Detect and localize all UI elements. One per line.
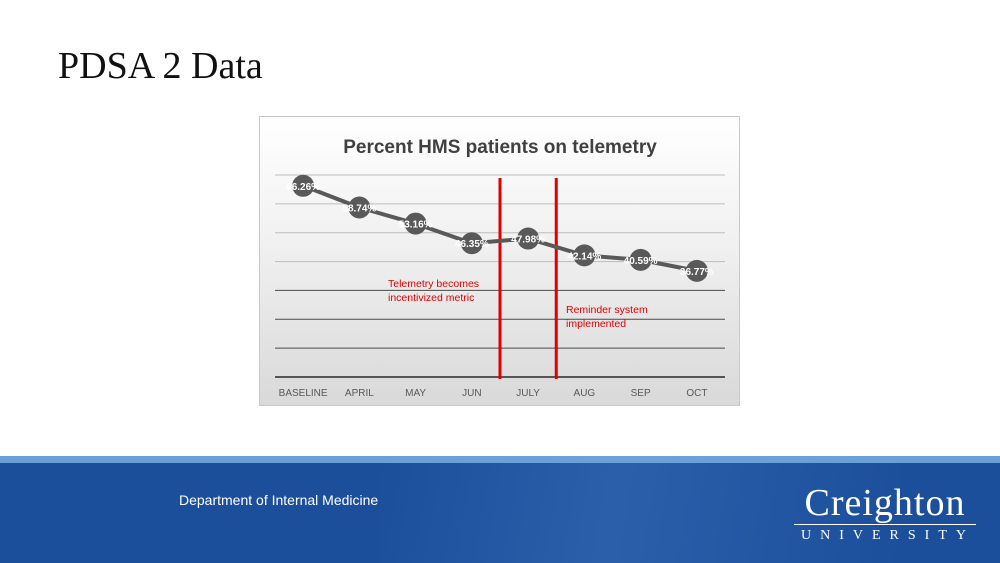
logo-subtitle: UNIVERSITY [801, 528, 975, 543]
data-label: 66.26% [286, 182, 320, 193]
data-label: 36.77% [680, 267, 714, 278]
annotation-text: Telemetry becomes incentivized metric [388, 278, 479, 304]
x-tick-label: BASELINE [279, 388, 328, 399]
x-tick-label: JUN [462, 388, 481, 399]
x-tick-label: MAY [405, 388, 426, 399]
slide-title: PDSA 2 Data [58, 45, 263, 87]
department-name: Department of Internal Medicine [179, 492, 379, 508]
line-chart: Percent HMS patients on telemetry BASELIN… [275, 137, 725, 399]
data-label: 42.14% [567, 251, 601, 262]
creighton-logo: Creighton UNIVERSITY [790, 484, 980, 544]
chart-container: Percent HMS patients on telemetry BASELIN… [259, 116, 740, 406]
data-point [404, 212, 427, 235]
x-tick-label: OCT [686, 388, 707, 399]
chart-title: Percent HMS patients on telemetry [343, 137, 657, 158]
logo-rule [794, 524, 976, 525]
data-point [460, 232, 483, 255]
data-label: 58.74% [342, 203, 376, 214]
x-tick-label: SEP [631, 388, 651, 399]
data-point [517, 227, 540, 250]
x-tick-label: AUG [574, 388, 596, 399]
footer-glow [380, 456, 900, 563]
data-point [292, 174, 315, 197]
x-tick-label: APRIL [345, 388, 374, 399]
data-point [685, 259, 708, 282]
data-label: 40.59% [624, 256, 658, 267]
x-tick-label: JULY [516, 388, 540, 399]
data-label: 46.35% [455, 239, 489, 250]
data-label: 53.16% [399, 220, 433, 231]
logo-wordmark: Creighton [804, 482, 966, 524]
data-point [629, 248, 652, 271]
footer-stripe [0, 456, 1000, 463]
data-point [573, 244, 596, 267]
footer-bar: Department of Internal Medicine Creighto… [0, 456, 1000, 563]
data-point [348, 196, 371, 219]
data-label: 47.98% [511, 235, 545, 246]
annotation-text: Reminder system implemented [566, 304, 648, 330]
